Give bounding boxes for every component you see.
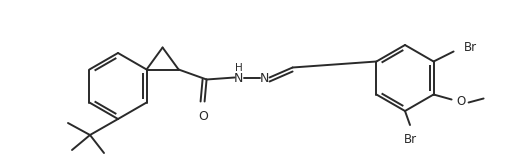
Text: O: O xyxy=(199,110,208,123)
Text: N: N xyxy=(260,72,269,85)
Text: N: N xyxy=(234,72,243,85)
Text: Br: Br xyxy=(403,133,417,146)
Text: H: H xyxy=(235,62,242,72)
Text: Br: Br xyxy=(464,41,476,54)
Text: O: O xyxy=(456,95,465,108)
